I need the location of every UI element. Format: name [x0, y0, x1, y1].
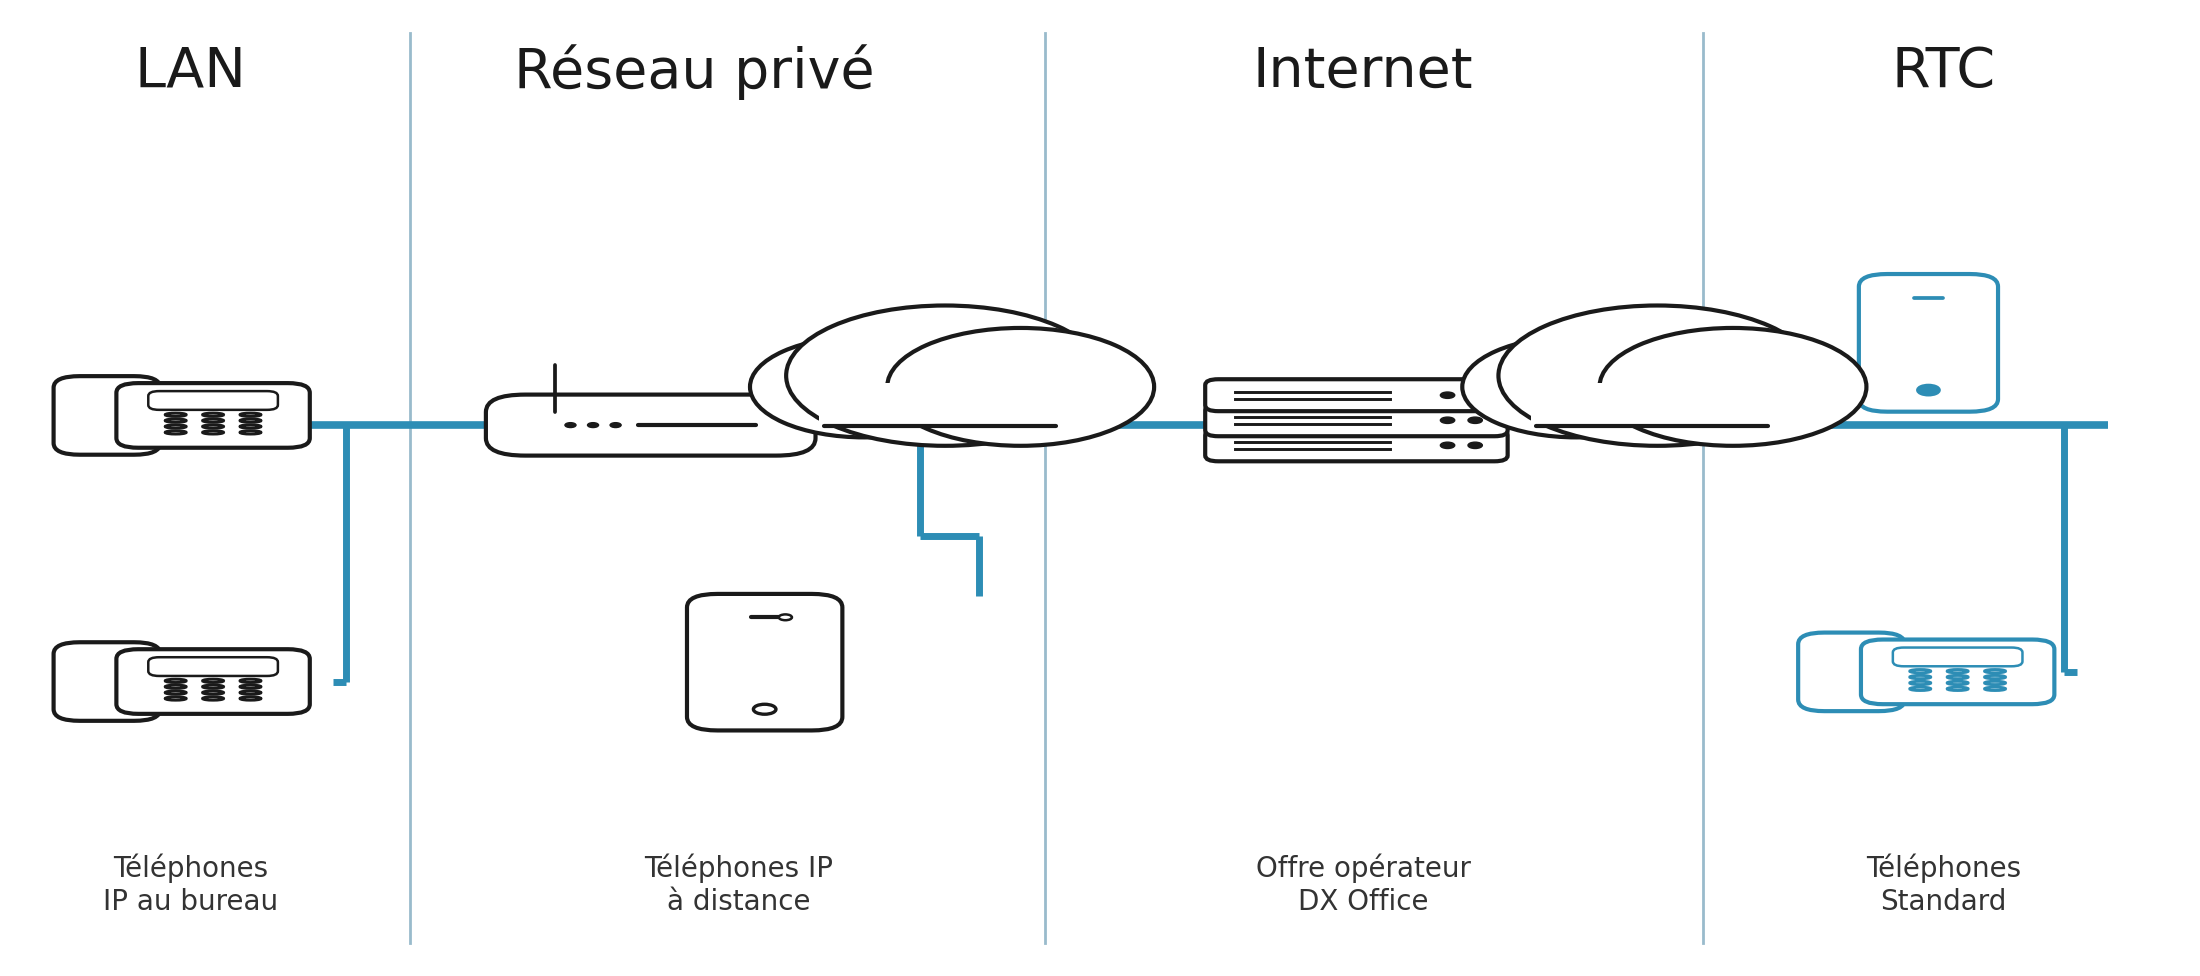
Circle shape: [609, 423, 620, 427]
Ellipse shape: [165, 430, 187, 434]
Ellipse shape: [202, 413, 224, 417]
Ellipse shape: [165, 419, 187, 423]
FancyBboxPatch shape: [1206, 404, 1507, 436]
Circle shape: [1441, 417, 1454, 424]
Circle shape: [779, 615, 792, 620]
Ellipse shape: [1984, 675, 2006, 678]
FancyBboxPatch shape: [1206, 429, 1507, 462]
Ellipse shape: [165, 425, 187, 428]
Bar: [1531, 383, 1773, 427]
Ellipse shape: [240, 697, 262, 700]
Ellipse shape: [202, 430, 224, 434]
FancyBboxPatch shape: [53, 642, 161, 721]
Text: Réseau privé: Réseau privé: [515, 44, 876, 100]
Ellipse shape: [1947, 681, 1969, 684]
Ellipse shape: [240, 419, 262, 423]
Ellipse shape: [240, 685, 262, 688]
Ellipse shape: [202, 679, 224, 682]
Text: Téléphones IP
à distance: Téléphones IP à distance: [645, 854, 834, 915]
FancyBboxPatch shape: [117, 384, 310, 448]
Ellipse shape: [165, 691, 187, 694]
Ellipse shape: [240, 413, 262, 417]
FancyBboxPatch shape: [117, 649, 310, 713]
Text: LAN: LAN: [134, 45, 246, 99]
Circle shape: [1467, 392, 1483, 398]
Ellipse shape: [1984, 681, 2006, 684]
Circle shape: [1918, 386, 1938, 395]
Bar: [818, 383, 1060, 427]
Ellipse shape: [202, 425, 224, 428]
FancyBboxPatch shape: [147, 391, 277, 410]
Circle shape: [1599, 328, 1866, 446]
Ellipse shape: [1947, 670, 1969, 672]
Ellipse shape: [240, 425, 262, 428]
FancyBboxPatch shape: [53, 376, 161, 455]
Circle shape: [750, 337, 979, 437]
Ellipse shape: [202, 697, 224, 700]
Ellipse shape: [202, 419, 224, 423]
Circle shape: [565, 423, 576, 427]
FancyBboxPatch shape: [1861, 639, 2055, 704]
FancyBboxPatch shape: [686, 594, 843, 730]
Ellipse shape: [1947, 687, 1969, 690]
Ellipse shape: [165, 685, 187, 688]
FancyBboxPatch shape: [1859, 274, 1998, 412]
Ellipse shape: [202, 685, 224, 688]
Text: RTC: RTC: [1892, 45, 1995, 99]
Text: Téléphones
IP au bureau: Téléphones IP au bureau: [103, 854, 277, 915]
FancyBboxPatch shape: [147, 657, 277, 676]
Ellipse shape: [1910, 675, 1932, 678]
FancyBboxPatch shape: [1797, 632, 1905, 712]
Circle shape: [887, 328, 1155, 446]
Circle shape: [1463, 337, 1692, 437]
Ellipse shape: [165, 413, 187, 417]
Ellipse shape: [202, 691, 224, 694]
Ellipse shape: [1910, 687, 1932, 690]
Circle shape: [1441, 442, 1454, 449]
Circle shape: [1467, 417, 1483, 424]
Ellipse shape: [1947, 675, 1969, 678]
Text: Téléphones
Standard: Téléphones Standard: [1866, 854, 2022, 915]
Circle shape: [752, 705, 777, 714]
Ellipse shape: [1910, 681, 1932, 684]
FancyBboxPatch shape: [1892, 647, 2022, 667]
Bar: [814, 379, 1067, 428]
FancyBboxPatch shape: [486, 394, 816, 456]
Ellipse shape: [165, 697, 187, 700]
Text: Offre opérateur
DX Office: Offre opérateur DX Office: [1256, 854, 1470, 915]
FancyBboxPatch shape: [1206, 380, 1507, 411]
Ellipse shape: [1910, 670, 1932, 672]
Ellipse shape: [165, 679, 187, 682]
Ellipse shape: [240, 691, 262, 694]
Circle shape: [785, 305, 1104, 446]
Bar: [1527, 379, 1778, 428]
Ellipse shape: [240, 679, 262, 682]
Circle shape: [1498, 305, 1817, 446]
Circle shape: [1441, 392, 1454, 398]
Ellipse shape: [240, 430, 262, 434]
Circle shape: [1467, 442, 1483, 449]
Circle shape: [587, 423, 598, 427]
Ellipse shape: [1984, 670, 2006, 672]
Text: Internet: Internet: [1252, 45, 1474, 99]
Ellipse shape: [1984, 687, 2006, 690]
